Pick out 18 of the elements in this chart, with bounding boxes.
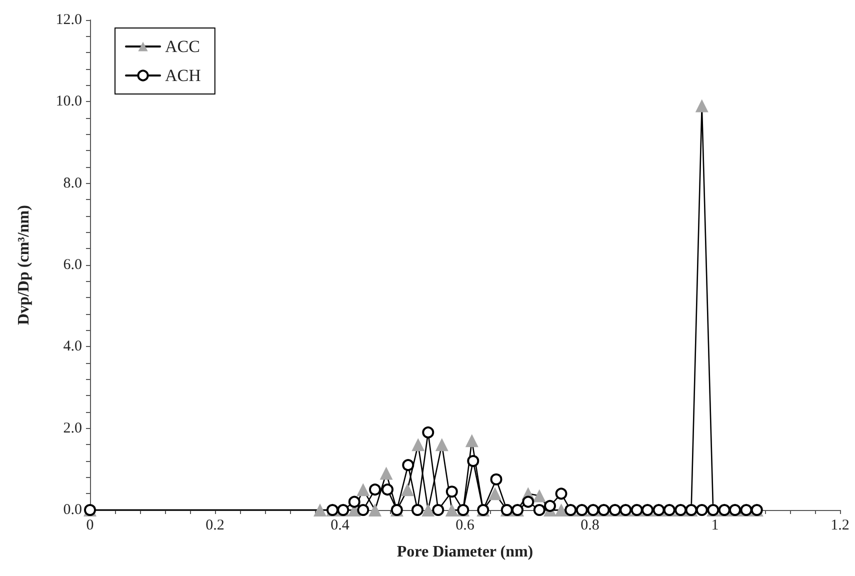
y-tick-label: 6.0 [63, 257, 82, 273]
y-tick-label: 0.0 [63, 502, 82, 518]
x-tick-label: 0.2 [206, 518, 224, 534]
x-tick-label: 0.6 [456, 518, 475, 534]
y-tick-label: 8.0 [63, 175, 82, 192]
x-tick-label: 1.2 [830, 518, 850, 534]
x-tick-label: 0 [86, 518, 94, 534]
x-tick-label: 0.4 [330, 518, 350, 534]
y-tick-label: 12.0 [56, 12, 82, 28]
x-axis-title: Pore Diameter (nm) [396, 544, 534, 560]
y-axis-title: Dvp/Dp (cm³/nm) [16, 205, 32, 325]
y-tick-label: 2.0 [63, 420, 82, 436]
x-tick-label: 0.8 [580, 518, 600, 534]
y-tick-label: 4.0 [63, 338, 82, 355]
legend-label: ACC [165, 37, 200, 56]
legend-label: ACH [165, 66, 201, 85]
y-tick-label: 10.0 [56, 94, 82, 110]
x-tick-label: 1 [711, 518, 719, 534]
